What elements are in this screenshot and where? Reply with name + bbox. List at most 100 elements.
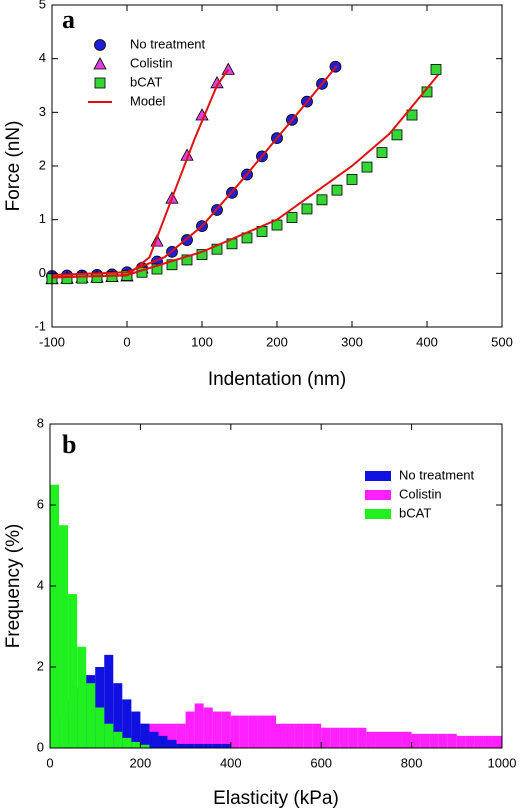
y-tick-label: 1: [39, 211, 46, 226]
histogram-bar: [104, 654, 114, 748]
y-axis-label: Force (nN): [3, 121, 24, 212]
legend-label: Colistin: [399, 486, 442, 501]
histogram-bar: [194, 743, 204, 748]
panel-label: b: [62, 430, 76, 459]
x-axis-label: Indentation (nm): [208, 369, 346, 390]
plot-frame: [51, 4, 503, 328]
histogram-bar: [140, 723, 150, 748]
histogram-bar: [420, 733, 430, 748]
histogram-bar: [348, 727, 358, 748]
legend-label: No treatment: [130, 36, 206, 51]
histogram-bar: [122, 737, 132, 748]
histogram-bar: [203, 743, 213, 748]
x-tick-label: 400: [416, 334, 438, 349]
marker: [196, 249, 208, 260]
histogram-bar: [312, 723, 322, 748]
histogram-bar: [248, 715, 258, 748]
legend-swatch: [365, 509, 391, 519]
histogram-bar: [384, 731, 394, 748]
y-tick-label: 2: [39, 157, 46, 172]
y-tick-label: 3: [39, 104, 46, 119]
marker: [286, 212, 298, 223]
marker: [430, 64, 442, 75]
histogram-bar: [104, 723, 114, 748]
histogram-bar: [212, 743, 222, 748]
y-tick-label: -1: [34, 318, 46, 333]
histogram-bar: [95, 707, 105, 748]
x-tick-label: 600: [310, 755, 332, 770]
y-axis-label: Frequency (%): [3, 524, 24, 649]
marker: [316, 194, 328, 206]
histogram-bar: [221, 743, 231, 748]
marker: [406, 109, 418, 121]
histogram-bar: [230, 715, 240, 748]
marker: [151, 263, 163, 275]
legend-label: No treatment: [399, 467, 475, 482]
histogram-bar: [393, 731, 403, 748]
histogram-bar: [113, 731, 123, 748]
histogram-bar: [402, 731, 412, 748]
y-tick-label: 0: [39, 265, 46, 280]
x-tick-label: 800: [401, 755, 423, 770]
histogram-bar: [429, 733, 439, 748]
marker: [166, 259, 178, 271]
x-tick-label: 100: [191, 334, 213, 349]
marker: [221, 62, 235, 75]
histogram-bar: [203, 707, 213, 748]
histogram-bar: [122, 699, 132, 748]
marker: [391, 129, 403, 141]
histogram-bar: [131, 741, 141, 748]
y-tick-label: 2: [37, 658, 44, 673]
x-tick-label: 0: [46, 755, 53, 770]
x-tick-label: 300: [341, 334, 363, 349]
histogram-bar: [176, 723, 186, 748]
y-tick-label: 0: [37, 739, 44, 754]
histogram-bar: [339, 727, 349, 748]
histogram-bar: [149, 731, 159, 748]
legend-label: bCAT: [130, 74, 162, 89]
histogram-bar: [375, 731, 385, 748]
histogram-bar: [185, 743, 195, 748]
histogram-bar: [239, 715, 249, 748]
x-tick-label: 500: [491, 334, 513, 349]
legend-swatch: [365, 471, 391, 481]
marker: [181, 254, 193, 266]
y-tick-label: 6: [37, 496, 44, 511]
histogram-bar: [167, 723, 177, 748]
legend-swatch: [94, 77, 106, 89]
marker: [361, 161, 373, 173]
histogram-bar: [194, 703, 204, 748]
histogram-bar: [185, 711, 195, 748]
legend-swatch: [93, 57, 107, 70]
marker: [346, 174, 358, 185]
legend-label: bCAT: [399, 505, 431, 520]
histogram-bar: [465, 735, 475, 748]
histogram-bar: [303, 723, 313, 748]
histogram-bar: [321, 727, 331, 748]
panel-label: a: [62, 5, 75, 34]
histogram-bar: [167, 739, 177, 748]
marker: [301, 203, 313, 215]
marker: [376, 147, 388, 158]
x-tick-label: 0: [123, 334, 130, 349]
histogram-bar: [221, 711, 231, 748]
marker: [331, 184, 343, 196]
histogram-bar: [77, 646, 87, 748]
x-tick-label: 400: [220, 755, 242, 770]
histogram-bar: [366, 731, 376, 748]
histogram-bar: [411, 733, 421, 748]
histogram-bar: [176, 743, 186, 748]
histogram-bar: [212, 711, 222, 748]
histogram-bar: [113, 683, 123, 748]
histogram-bar: [68, 594, 78, 748]
histogram-bar: [50, 484, 60, 748]
histogram-bar: [140, 744, 150, 748]
y-tick-label: 8: [37, 415, 44, 430]
y-tick-label: 4: [37, 577, 44, 592]
histogram-bar: [158, 735, 168, 748]
marker: [211, 243, 223, 255]
histogram-bar: [266, 715, 276, 748]
histogram-bar: [330, 727, 340, 748]
